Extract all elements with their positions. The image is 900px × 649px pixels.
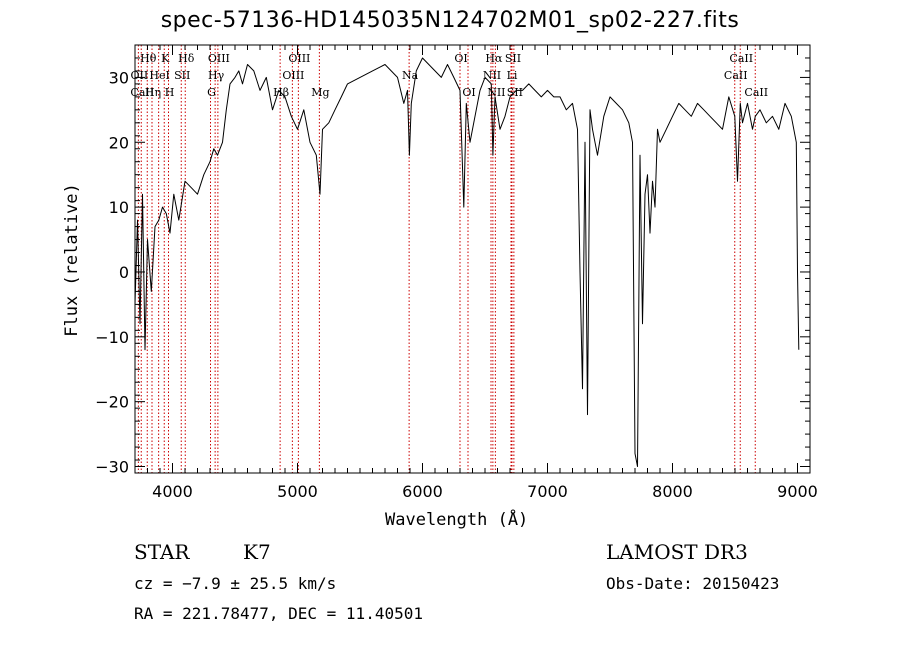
survey-name: LAMOST DR3 (606, 540, 748, 564)
y-tick-label: 20 (109, 133, 129, 152)
y-tick-label: −30 (95, 458, 129, 477)
x-tick-label: 4000 (152, 482, 193, 501)
line-marker-label: Hδ (178, 52, 195, 65)
line-marker-label: Hα (485, 52, 503, 65)
line-marker-label: Mg (311, 86, 329, 99)
object-subclass: K7 (243, 540, 271, 564)
coordinates: RA = 221.78477, DEC = 11.40501 (134, 604, 423, 623)
spectrum-line (134, 57, 800, 467)
y-tick-label: −10 (95, 328, 129, 347)
line-marker-label: OIII (282, 69, 304, 82)
line-marker-label: Hγ (208, 69, 225, 82)
line-marker-label: Na (402, 69, 419, 82)
line-marker-label: OIII (208, 52, 230, 65)
line-marker-label: SII (505, 52, 521, 65)
line-marker-label: Hη (145, 86, 161, 99)
x-axis-label: Wavelength (Å) (385, 510, 529, 530)
line-marker-label: NII (483, 69, 501, 82)
observation-date: Obs-Date: 20150423 (606, 574, 780, 593)
x-tick-label: 7000 (527, 482, 568, 501)
line-marker-label: CaII (130, 86, 154, 99)
redshift-cz: cz = −7.9 ± 25.5 km/s (134, 574, 337, 593)
line-marker-label: SII (174, 69, 190, 82)
plot-axes (134, 44, 811, 474)
line-marker-label: OIII (288, 52, 310, 65)
y-tick-label: −20 (95, 393, 129, 412)
line-marker-label: H (165, 86, 175, 99)
line-marker-label: G (207, 86, 216, 99)
line-marker-label: HeI (149, 69, 169, 82)
axis-ticks: 4000 5000 6000 7000 8000 9000 −30 −20 −10 0 10 20 30 (95, 44, 818, 501)
line-marker-label: CaII (729, 52, 753, 65)
line-marker-label: Hθ (140, 52, 157, 65)
x-tick-label: 6000 (402, 482, 443, 501)
line-marker-label: Li (507, 69, 518, 82)
line-marker-label: K (161, 52, 170, 65)
y-tick-label: 10 (109, 198, 129, 217)
spectral-line-markers (137, 45, 756, 473)
x-tick-label: 8000 (652, 482, 693, 501)
line-marker-label: OI (462, 86, 475, 99)
line-marker-label: OII (131, 69, 149, 82)
line-marker-label: CaII (744, 86, 768, 99)
line-marker-label: OI (454, 52, 467, 65)
line-marker-label: SII (507, 86, 523, 99)
y-axis-label: Flux (relative) (62, 183, 82, 337)
chart-title: spec-57136-HD145035N124702M01_sp02-227.f… (160, 8, 740, 33)
x-tick-label: 9000 (777, 482, 818, 501)
y-tick-label: 30 (109, 68, 129, 87)
line-marker-label: NII (487, 86, 505, 99)
y-tick-label: 0 (119, 263, 129, 282)
x-tick-label: 5000 (277, 482, 318, 501)
spectrum-series (134, 57, 800, 467)
object-class: STAR (134, 540, 190, 564)
plot-frame (134, 44, 811, 474)
line-marker-label: CaII (724, 69, 748, 82)
line-marker-label: Hβ (273, 86, 289, 99)
